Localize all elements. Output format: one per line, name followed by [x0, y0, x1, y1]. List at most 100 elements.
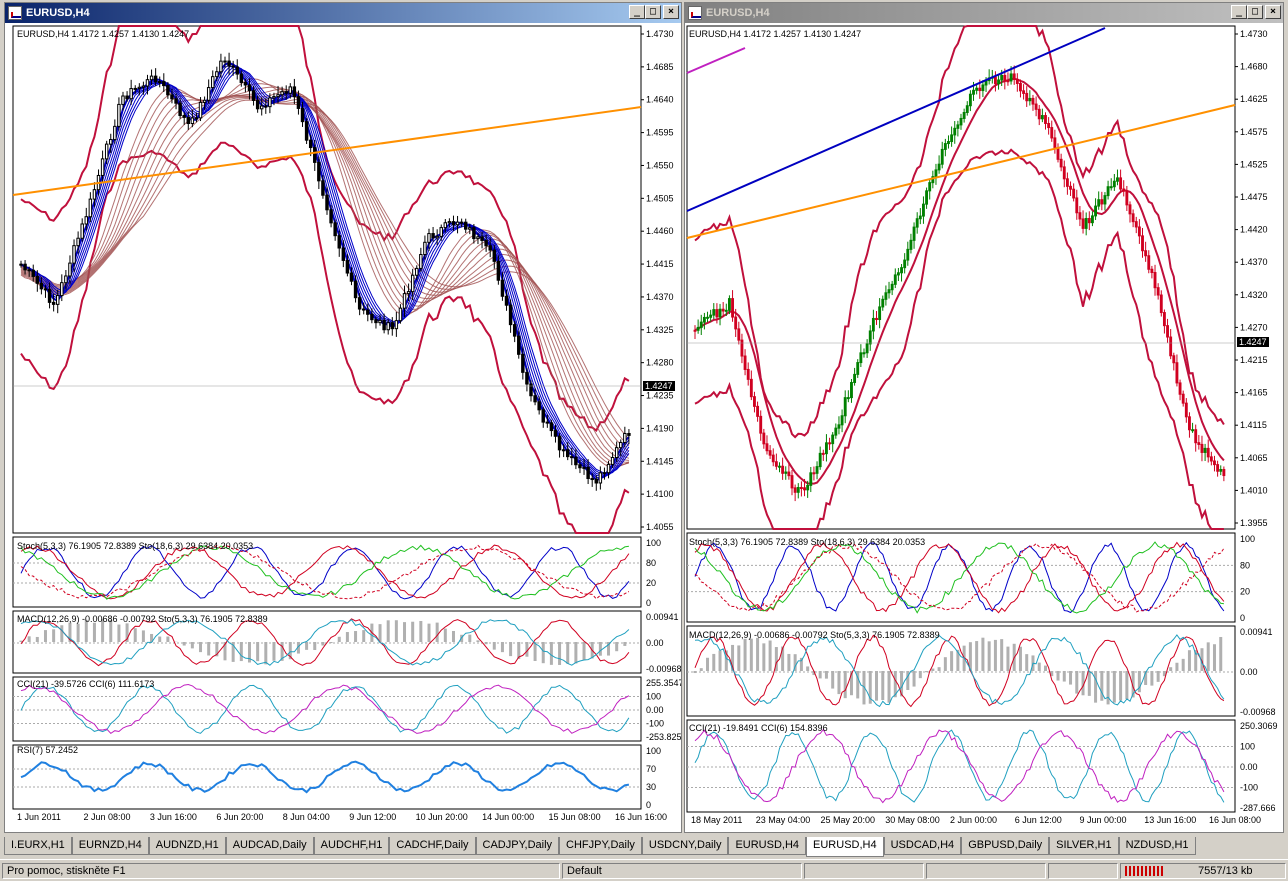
close-button[interactable]: × — [1265, 5, 1281, 19]
indicator-tick-label: 30 — [646, 782, 656, 792]
chart-tab[interactable]: AUDNZD,H1 — [148, 837, 226, 855]
chart-tab[interactable]: SILVER,H1 — [1049, 837, 1119, 855]
time-tick-label: 15 Jun 08:00 — [549, 812, 601, 822]
price-tick-label: 1.4730 — [1240, 29, 1268, 39]
price-tick-label: 1.4475 — [1240, 192, 1268, 202]
time-tick-label: 2 Jun 08:00 — [83, 812, 130, 822]
status-help: Pro pomoc, stiskněte F1 — [2, 863, 560, 879]
indicator-tick-label: -0.00968 — [646, 664, 681, 674]
chart-tab[interactable]: EURUSD,H4 — [728, 837, 807, 855]
chart-window-titlebar[interactable]: EURUSD,H4 _ □ × — [685, 3, 1283, 23]
price-tick-label: 1.4420 — [1240, 225, 1268, 235]
price-tick-label: 1.3955 — [1240, 518, 1268, 528]
time-tick-label: 9 Jun 12:00 — [349, 812, 396, 822]
price-tick-label: 1.4575 — [1240, 127, 1268, 137]
time-tick-label: 23 May 04:00 — [756, 815, 811, 825]
stoch-pane-label: Stoch(5,3,3) 76.1905 72.8389 Sto(18,6,3)… — [689, 537, 926, 547]
connection-bars-icon — [1125, 866, 1165, 877]
indicator-tick-label: -253.825 — [646, 732, 681, 742]
status-traffic: 7557/13 kb — [1120, 863, 1286, 879]
price-tick-label: 1.4270 — [1240, 322, 1268, 332]
time-tick-label: 9 Jun 00:00 — [1080, 815, 1127, 825]
chart-area[interactable]: 1.4730 1.4685 1.4640 1.4595 1.4550 1.4505 1.44… — [5, 23, 684, 832]
chart-tab[interactable]: USDCAD,H4 — [883, 837, 962, 855]
price-tick-label: 1.4320 — [1240, 290, 1268, 300]
indicator-tick-label: 0.00 — [646, 638, 664, 648]
chart-window-titlebar[interactable]: EURUSD,H4 _ □ × — [5, 3, 681, 23]
maximize-button[interactable]: □ — [1247, 5, 1263, 19]
time-tick-label: 2 Jun 00:00 — [950, 815, 997, 825]
price-tick-label: 1.4505 — [646, 193, 674, 203]
chart-tab[interactable]: EURNZD,H4 — [71, 837, 149, 855]
price-tick-label: 1.4280 — [646, 358, 674, 368]
main-pane-label: EURUSD,H4 1.4172 1.4257 1.4130 1.4247 — [17, 29, 190, 39]
time-tick-label: 8 Jun 04:00 — [283, 812, 330, 822]
time-tick-label: 3 Jun 16:00 — [150, 812, 197, 822]
chart-area[interactable]: 1.4730 1.4680 1.4625 1.4575 1.4525 1.4475 1.44… — [685, 23, 1283, 832]
indicator-tick-label: 0 — [1240, 613, 1245, 623]
chart-canvas[interactable]: 1.4730 1.4680 1.4625 1.4575 1.4525 1.4475 1.44… — [685, 23, 1283, 832]
status-empty-1 — [804, 863, 924, 879]
chart-tab[interactable]: GBPUSD,Daily — [961, 837, 1050, 855]
chart-tab[interactable]: I.EURX,H1 — [4, 837, 72, 855]
current-price-marker: 1.4247 — [643, 381, 675, 391]
chart-tab[interactable]: CADCHF,Daily — [389, 837, 476, 855]
indicator-tick-label: 80 — [1240, 560, 1250, 570]
maximize-button[interactable]: □ — [645, 5, 661, 19]
time-tick-label: 16 Jun 08:00 — [1209, 815, 1261, 825]
chart-tab[interactable]: NZDUSD,H1 — [1118, 837, 1196, 855]
status-profile: Default — [562, 863, 802, 879]
minimize-button[interactable]: _ — [1231, 5, 1247, 19]
price-tick-label: 1.4215 — [1240, 355, 1268, 365]
time-tick-label: 30 May 08:00 — [885, 815, 940, 825]
chart-window-icon — [688, 6, 702, 20]
indicator-tick-label: 0.00 — [646, 705, 664, 715]
macd-pane-label: MACD(12,26,9) -0.00686 -0.00792 Sto(5,3,… — [17, 614, 268, 624]
indicator-tick-label: 0 — [646, 598, 651, 608]
price-tick-label: 1.4550 — [646, 160, 674, 170]
status-empty-3 — [1048, 863, 1118, 879]
time-tick-label: 18 May 2011 — [691, 815, 742, 825]
chart-tab[interactable]: EURUSD,H4 — [806, 837, 884, 857]
traffic-text: 7557/13 kb — [1198, 865, 1253, 877]
price-tick-label: 1.4145 — [646, 456, 674, 466]
price-tick-label: 1.4115 — [1240, 420, 1267, 430]
chart-window-title: EURUSD,H4 — [26, 7, 90, 19]
indicator-tick-label: 70 — [646, 764, 656, 774]
price-tick-label: 1.4415 — [646, 259, 674, 269]
time-tick-label: 6 Jun 20:00 — [216, 812, 263, 822]
time-tick-label: 25 May 20:00 — [821, 815, 876, 825]
indicator-tick-label: -287.666 — [1240, 803, 1276, 813]
price-tick-label: 1.4730 — [646, 29, 674, 39]
indicator-tick-label: 0.00 — [1240, 762, 1258, 772]
chart-window-right[interactable]: EURUSD,H4 _ □ × 1.4730 1.4680 1.4625 1.4575… — [684, 2, 1284, 833]
time-tick-label: 14 Jun 00:00 — [482, 812, 534, 822]
chart-canvas[interactable]: 1.4730 1.4685 1.4640 1.4595 1.4550 1.4505 1.44… — [5, 23, 684, 832]
chart-tab[interactable]: USDCNY,Daily — [641, 837, 729, 855]
chart-tab[interactable]: AUDCHF,H1 — [313, 837, 390, 855]
indicator-tick-label: 80 — [646, 558, 656, 568]
price-tick-label: 1.4640 — [646, 95, 674, 105]
rsi-pane-label: RSI(7) 57.2452 — [17, 745, 79, 755]
price-tick-label: 1.4055 — [646, 522, 674, 532]
indicator-tick-label: 255.3547 — [646, 678, 681, 688]
time-tick-label: 6 Jun 12:00 — [1015, 815, 1062, 825]
indicator-tick-label: 100 — [646, 692, 661, 702]
chart-tab[interactable]: CHFJPY,Daily — [559, 837, 642, 855]
price-tick-label: 1.4595 — [646, 128, 674, 138]
close-button[interactable]: × — [663, 5, 679, 19]
price-tick-label: 1.4370 — [1240, 257, 1268, 267]
indicator-tick-label: 100 — [1240, 534, 1255, 544]
time-tick-label: 16 Jun 16:00 — [615, 812, 667, 822]
indicator-tick-label: -100 — [1240, 783, 1258, 793]
indicator-tick-label: 250.3069 — [1240, 721, 1278, 731]
indicator-tick-label: 20 — [1240, 587, 1250, 597]
chart-tab[interactable]: CADJPY,Daily — [475, 837, 560, 855]
price-tick-label: 1.4525 — [1240, 159, 1268, 169]
main-pane-label: EURUSD,H4 1.4172 1.4257 1.4130 1.4247 — [689, 29, 862, 39]
price-tick-label: 1.4065 — [1240, 453, 1268, 463]
chart-window-left[interactable]: EURUSD,H4 _ □ × 1.4730 1.4685 1.4640 1.4595… — [4, 2, 684, 833]
minimize-button[interactable]: _ — [629, 5, 645, 19]
current-price-marker: 1.4247 — [1237, 337, 1269, 347]
chart-tab[interactable]: AUDCAD,Daily — [225, 837, 314, 855]
